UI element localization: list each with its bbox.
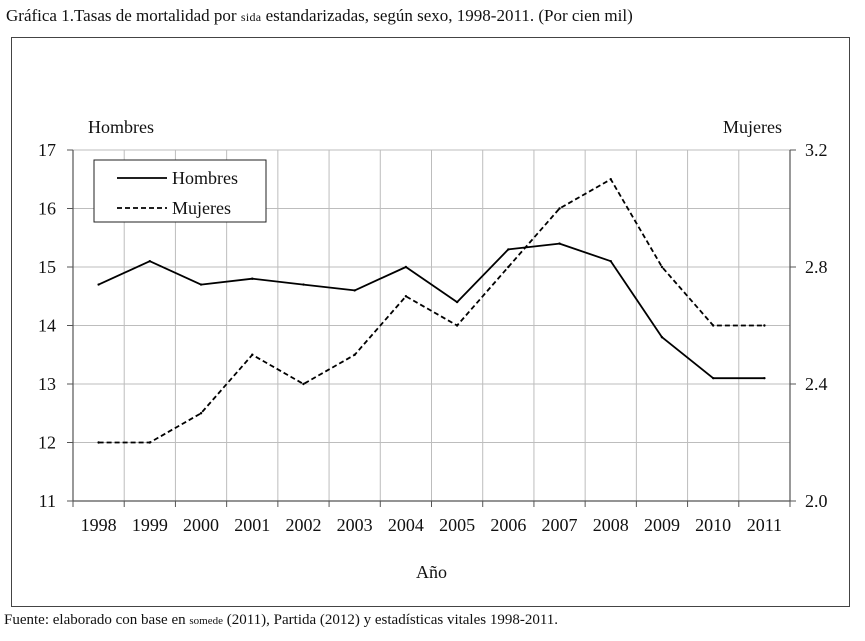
left-axis-title: Hombres (88, 117, 154, 137)
data-point-mujeres (507, 265, 510, 269)
x-tick-label: 2010 (695, 515, 731, 535)
title-prefix: Gráfica 1.Tasas de mortalidad por (6, 6, 241, 25)
data-point-mujeres (711, 324, 715, 327)
data-point-hombres (251, 277, 254, 280)
source-prefix: Fuente: elaborado con base en (4, 612, 190, 628)
title-suffix: estandarizadas, según sexo, 1998-2011. (… (261, 6, 633, 25)
data-point-mujeres (763, 324, 766, 327)
x-tick-label: 2005 (439, 515, 475, 535)
x-tick-label: 2003 (337, 515, 373, 535)
x-tick-label: 2000 (183, 515, 219, 535)
chart-title: Gráfica 1.Tasas de mortalidad por sida e… (6, 6, 633, 26)
right-tick-label: 3.2 (805, 140, 828, 160)
left-tick-label: 11 (39, 491, 56, 511)
data-point-hombres (97, 283, 100, 286)
data-point-hombres (763, 376, 766, 380)
data-point-hombres (199, 283, 203, 286)
x-axis-title: Año (416, 562, 447, 582)
data-point-hombres (404, 265, 408, 269)
data-point-mujeres (148, 441, 152, 444)
right-tick-label: 2.0 (805, 491, 828, 511)
axes (67, 149, 796, 507)
data-point-hombres (353, 289, 356, 292)
data-point-mujeres (660, 265, 664, 269)
legend-box (93, 159, 267, 223)
x-tick-label: 2011 (747, 515, 782, 535)
data-point-mujeres (404, 295, 408, 298)
data-point-hombres (455, 300, 459, 304)
data-point-hombres (609, 259, 612, 263)
data-point-hombres (507, 248, 510, 251)
axis-labels: 11 12 13 14 15 16 17 2.0 2.4 2.8 3.2 1998 1999 2000 20… (38, 117, 828, 582)
data-point-mujeres (609, 178, 612, 181)
chart-frame (11, 37, 850, 607)
data-point-mujeres (455, 324, 459, 327)
data-point-mujeres (558, 207, 561, 210)
x-tick-label: 1999 (132, 515, 168, 535)
x-tick-label: 1998 (81, 515, 117, 535)
right-tick-label: 2.8 (805, 257, 828, 277)
left-tick-label: 16 (38, 199, 56, 219)
data-point-hombres (660, 336, 664, 339)
x-tick-label: 2006 (490, 515, 526, 535)
x-tick-label: 2002 (285, 515, 321, 535)
grid-lines (73, 149, 790, 501)
source-note: Fuente: elaborado con base en somede (20… (4, 612, 558, 629)
data-point-hombres (148, 259, 152, 263)
data-point-hombres (711, 376, 715, 380)
legend: Hombres Mujeres (93, 159, 267, 223)
x-tick-label: 2008 (593, 515, 629, 535)
left-tick-label: 14 (38, 316, 56, 336)
data-point-hombres (558, 242, 561, 245)
legend-label-mujeres: Mujeres (172, 198, 231, 218)
series-line-hombres (98, 242, 765, 380)
x-tick-label: 2007 (542, 515, 578, 535)
series-line-mujeres (98, 178, 765, 444)
legend-label-hombres: Hombres (172, 168, 238, 188)
right-tick-label: 2.4 (805, 374, 828, 394)
source-acronym: somede (189, 615, 223, 627)
data-point-mujeres (353, 353, 356, 356)
left-tick-label: 15 (38, 257, 56, 277)
series-layer (97, 178, 766, 444)
data-point-mujeres (251, 353, 254, 356)
x-tick-label: 2009 (644, 515, 680, 535)
right-axis-title: Mujeres (723, 117, 782, 137)
left-tick-label: 17 (38, 140, 56, 160)
data-point-hombres (302, 283, 305, 286)
left-tick-label: 12 (38, 433, 56, 453)
data-point-mujeres (199, 412, 203, 415)
x-tick-label: 2001 (234, 515, 270, 535)
title-acronym: sida (240, 10, 262, 24)
x-tick-label: 2004 (388, 515, 424, 535)
data-point-mujeres (97, 441, 100, 444)
source-suffix: (2011), Partida (2012) y estadísticas vi… (222, 612, 559, 628)
data-point-mujeres (302, 382, 305, 386)
left-tick-label: 13 (38, 374, 56, 394)
